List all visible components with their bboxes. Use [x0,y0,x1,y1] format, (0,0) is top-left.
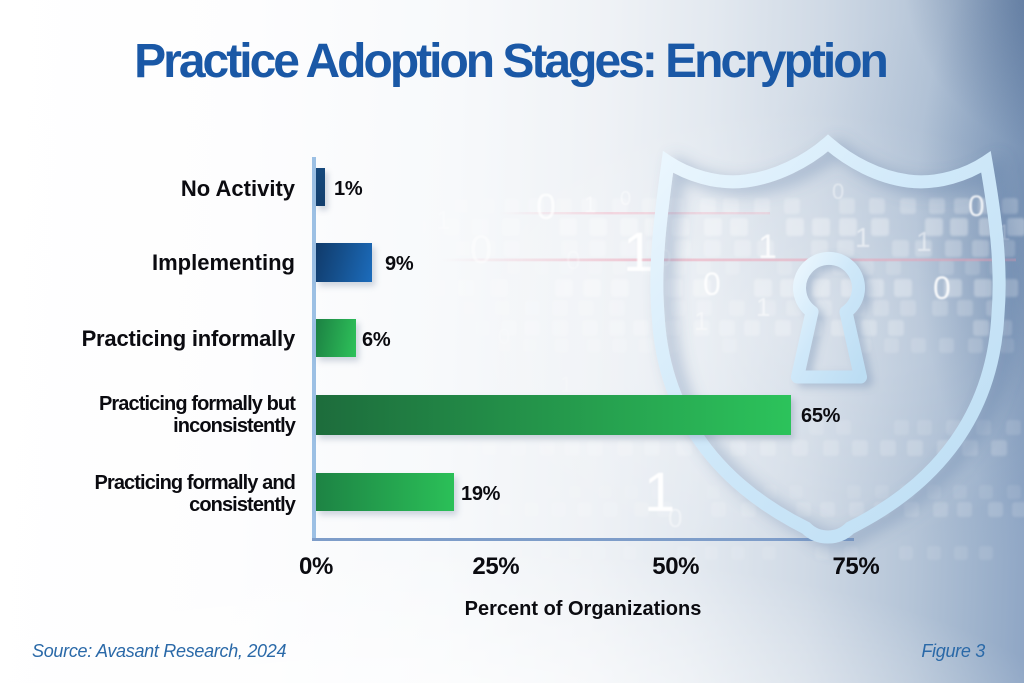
svg-text:0: 0 [566,245,580,275]
svg-text:0: 0 [703,266,721,302]
svg-text:0: 0 [933,270,951,306]
svg-text:1: 1 [644,460,675,523]
svg-text:0: 0 [498,324,510,349]
svg-text:1: 1 [756,292,770,322]
svg-text:0: 0 [620,188,631,210]
svg-text:1: 1 [623,220,654,283]
svg-text:0: 0 [470,228,492,272]
svg-text:0: 0 [536,186,556,227]
svg-text:1: 1 [560,372,572,397]
svg-text:1: 1 [688,551,701,578]
svg-text:1: 1 [694,306,708,336]
svg-text:0: 0 [968,190,985,223]
svg-text:1: 1 [436,205,450,235]
svg-text:1: 1 [758,228,777,266]
svg-text:1: 1 [916,226,932,257]
svg-text:1: 1 [584,192,596,217]
svg-text:1: 1 [855,222,871,253]
svg-text:0: 0 [668,503,682,533]
svg-text:0: 0 [832,179,844,204]
